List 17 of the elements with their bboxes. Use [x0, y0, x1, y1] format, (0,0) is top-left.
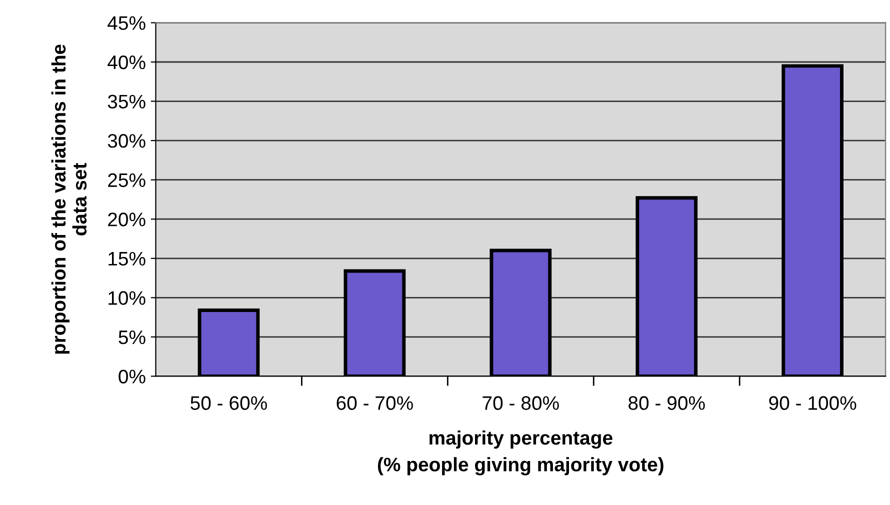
y-tick-label: 45% — [108, 16, 146, 30]
x-tick-label: 50 - 60% — [190, 396, 267, 410]
x-axis-title: majority percentage (% people giving majority vote) — [378, 430, 664, 476]
y-axis-title: proportion of the variations in the data set — [51, 44, 87, 354]
x-tick-label: 80 - 90% — [628, 396, 705, 410]
y-tick-label: 20% — [108, 212, 146, 226]
y-tick-label: 15% — [108, 252, 146, 266]
y-tick-label: 40% — [108, 55, 146, 70]
y-tick-label: 35% — [108, 94, 146, 109]
y-tick-label: 30% — [108, 134, 146, 148]
x-tick-label: 90 - 100% — [769, 396, 856, 410]
x-tick-label: 60 - 70% — [336, 396, 413, 410]
y-tick-label: 0% — [118, 370, 146, 384]
y-tick-label: 5% — [118, 330, 146, 344]
y-tick-label: 25% — [108, 173, 146, 188]
y-tick-label: 10% — [108, 291, 146, 305]
x-tick-label: 70 - 80% — [482, 396, 559, 410]
